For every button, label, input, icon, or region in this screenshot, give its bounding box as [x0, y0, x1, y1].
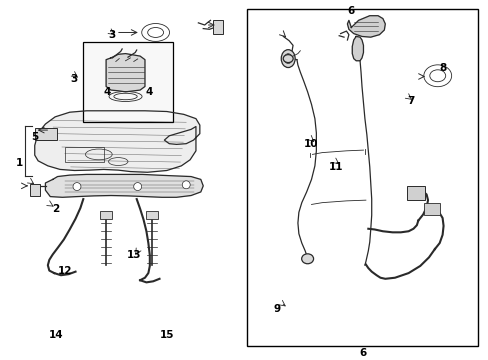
- Ellipse shape: [301, 254, 313, 264]
- Polygon shape: [45, 175, 203, 197]
- Polygon shape: [351, 36, 363, 61]
- Bar: [146, 211, 158, 219]
- Bar: [407, 186, 424, 200]
- Text: 7: 7: [406, 96, 413, 107]
- Text: 5: 5: [31, 131, 38, 141]
- Text: 4: 4: [103, 87, 111, 97]
- Text: 6: 6: [358, 348, 366, 358]
- Text: 1: 1: [16, 158, 23, 168]
- Text: 3: 3: [70, 74, 77, 84]
- Bar: [212, 21, 223, 34]
- Text: 2: 2: [52, 204, 60, 214]
- Ellipse shape: [73, 183, 81, 190]
- Bar: [423, 203, 439, 215]
- Bar: [246, 9, 477, 346]
- Ellipse shape: [182, 181, 190, 189]
- Text: 9: 9: [273, 304, 281, 314]
- Text: 3: 3: [109, 30, 116, 40]
- Text: 14: 14: [49, 330, 63, 340]
- Text: 6: 6: [347, 6, 354, 16]
- Ellipse shape: [281, 50, 295, 68]
- Text: 10: 10: [304, 139, 318, 149]
- Ellipse shape: [283, 55, 293, 63]
- Ellipse shape: [133, 183, 142, 190]
- Text: 15: 15: [159, 330, 174, 340]
- Bar: [83, 42, 172, 122]
- Polygon shape: [106, 54, 144, 92]
- Bar: [30, 184, 40, 195]
- Text: 13: 13: [126, 250, 141, 260]
- Polygon shape: [347, 16, 385, 37]
- Polygon shape: [35, 111, 200, 172]
- Bar: [65, 147, 103, 162]
- Bar: [100, 211, 112, 219]
- FancyBboxPatch shape: [35, 127, 57, 140]
- Text: 12: 12: [58, 266, 72, 275]
- Text: 11: 11: [328, 162, 343, 172]
- Text: 8: 8: [438, 63, 446, 73]
- Text: 4: 4: [145, 87, 152, 97]
